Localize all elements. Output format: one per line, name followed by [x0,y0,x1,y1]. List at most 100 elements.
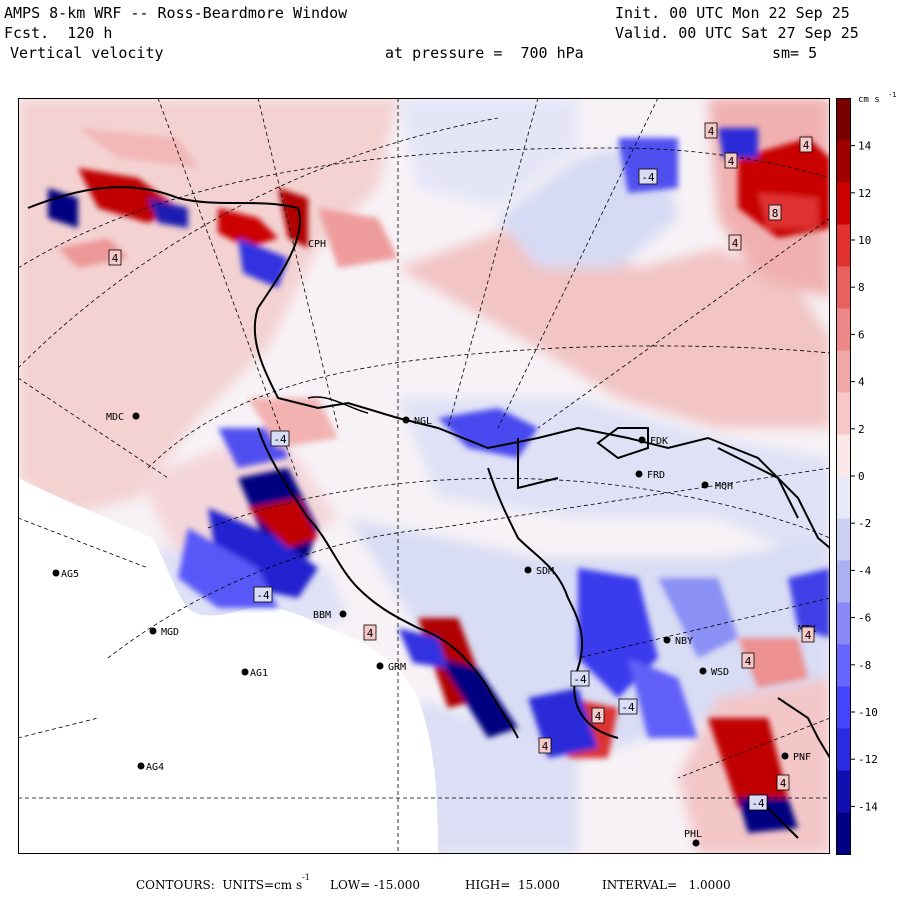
colorbar-tick-label: -8 [858,659,871,672]
ross-island [307,396,369,414]
colorbar-swatch [836,644,851,687]
contour-label-box [768,204,782,221]
colorbar-units-exponent: -1 [888,91,896,99]
map-frame [18,98,830,854]
colorbar-frame [836,98,851,855]
station-label-frd: FRD [647,470,665,481]
station-marker-nby [663,636,671,644]
contour-label-box [253,586,273,603]
contour-label: 4 [780,777,787,790]
colorbar-swatch [836,140,851,183]
station-label-bbm: BBM [313,610,331,621]
station-label-ag1: AG1 [250,668,268,679]
station-marker-phl [692,839,700,847]
colorbar-swatch [836,308,851,351]
station-label-mdc: MDC [106,412,124,423]
contour-label: -4 [751,797,765,810]
colorbar-tick-label: 10 [858,234,871,247]
contour-label-box [363,624,377,641]
contour-label-box [570,670,590,687]
footer-units-exponent: -1 [302,873,310,882]
contour-label: 4 [112,252,119,265]
graticule [18,98,830,854]
polar-plateau-no-data [18,478,438,854]
station-label-wsd: WSD [711,667,729,678]
station-label-sdm: SDM [536,566,554,577]
station-marker-wsd [699,667,707,675]
colorbar-tick-label: 2 [858,423,865,436]
colorbar-units: cm s [858,95,880,105]
contour-label: 4 [542,740,549,753]
vertical-velocity-map: MDC NGL FDK FRD MQH SDM AG5 MGD AG1 AG4 BBM GRM NBY W… [18,98,830,854]
station-label-ngl: NGL [414,416,432,427]
colorbar-swatch [836,812,851,855]
station-marker-mqh [701,481,709,489]
colorbar-tick-label: 6 [858,328,865,341]
contour-label: 4 [367,627,374,640]
contour-label-box [728,234,742,251]
contour-label-box [538,737,552,754]
station-marker-mdc [132,412,140,420]
contour-label: 4 [708,125,715,138]
contour-label: 8 [772,207,779,220]
colorbar-swatch [836,770,851,813]
station-label-nby: NBY [675,636,693,647]
coastline [27,186,830,839]
colorbar-tick-label: 12 [858,187,871,200]
colorbar-tick-label: 4 [858,376,865,389]
station-marker-ag1 [241,668,249,676]
station-label-ag5: AG5 [61,569,79,580]
colorbar-swatch [836,476,851,519]
station-marker-ag4 [137,762,145,770]
colorbar-swatch [836,392,851,435]
colorbar-swatch [836,560,851,603]
contour-label: -4 [641,171,655,184]
contour-label-box [748,794,768,811]
colorbar-swatch [836,98,851,141]
colorbar-tick-label: 8 [858,281,865,294]
station-label-mqh: MQH [715,481,733,492]
station-label-ag4: AG4 [146,762,164,773]
colorbar-swatch [836,266,851,309]
station-marker-sdm [524,566,532,574]
forecast-hour: Fcst. 120 h [4,24,113,42]
contour-label: -4 [256,589,270,602]
station-marker-mgd [149,627,157,635]
colorbar-swatch [836,602,851,645]
contour-label: 4 [732,237,739,250]
station-marker-pnf [781,752,789,760]
contour-label-box [638,168,658,185]
station-marker-bbm [339,610,347,618]
station-marker-grm [376,662,384,670]
station-marker-frd [635,470,643,478]
contour-label: -4 [621,701,635,714]
footer-high: HIGH= 15.000 [465,878,560,892]
station-marker-fdk [638,436,646,444]
contour-label-box [270,430,290,447]
colorbar-tick-label: -14 [858,800,878,813]
strong-features [48,128,830,833]
station-label-mgd: MGD [161,627,179,638]
pressure-level: at pressure = 700 hPa [385,44,584,62]
contour-label-box [741,652,755,669]
colorbar-tick-label: 0 [858,470,865,483]
contour-label-box [724,152,738,169]
contour-label-box [704,122,718,139]
station-label-pnf: PNF [793,752,811,763]
colorbar-swatch [836,224,851,267]
colorbar-tick-label: -4 [858,564,872,577]
station-marker-ag5 [52,569,60,577]
model-title: AMPS 8-km WRF -- Ross-Beardmore Window [4,4,348,22]
colorbar-tick-label: -2 [858,517,871,530]
contour-label-box [618,698,638,715]
colorbar-swatch [836,518,851,561]
init-time: Init. 00 UTC Mon 22 Sep 25 [615,4,850,22]
contour-label-box [799,136,813,153]
station-label-grm: GRM [388,662,406,673]
variable-name: Vertical velocity [10,44,164,62]
station-marker-ngl [402,416,410,424]
smoothing: sm= 5 [772,44,818,62]
station-label-cph: CPH [308,239,326,250]
colorbar-tick-label: -12 [858,753,878,766]
colorbar-swatch [836,728,851,771]
